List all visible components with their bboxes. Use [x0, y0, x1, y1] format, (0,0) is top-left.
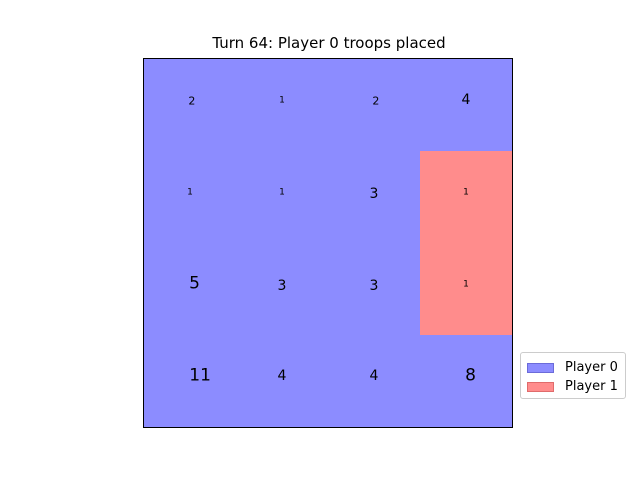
- troop-count: 4: [277, 368, 287, 385]
- legend-label-player-0: Player 0: [565, 360, 618, 375]
- territory-cell[interactable]: 3: [236, 243, 328, 335]
- legend-swatch-player-0: [527, 362, 554, 373]
- troop-count: 1: [279, 187, 285, 198]
- troop-count: 1: [187, 187, 193, 198]
- legend-swatch-player-1: [527, 381, 554, 392]
- troop-count: 5: [189, 273, 201, 294]
- territory-cell[interactable]: 4: [328, 335, 420, 427]
- territory-cell[interactable]: 11: [144, 335, 236, 427]
- troop-count: 1: [463, 279, 469, 290]
- troop-count: 1: [279, 95, 285, 106]
- territory-cell[interactable]: 1: [236, 59, 328, 151]
- legend-item-player-0: Player 0: [527, 358, 619, 377]
- troop-count: 1: [463, 187, 469, 198]
- territory-cell[interactable]: 4: [420, 59, 512, 151]
- territory-cell[interactable]: 1: [236, 151, 328, 243]
- troop-count: 11: [189, 365, 211, 386]
- troop-count: 2: [372, 94, 380, 108]
- troop-count: 4: [369, 368, 379, 385]
- troop-count: 4: [461, 92, 471, 109]
- territory-cell[interactable]: 8: [420, 335, 512, 427]
- troop-count: 3: [277, 278, 287, 295]
- territory-cell[interactable]: 1: [420, 151, 512, 243]
- territory-cell[interactable]: 3: [328, 151, 420, 243]
- legend-label-player-1: Player 1: [565, 379, 618, 394]
- territory-cell[interactable]: 2: [144, 59, 236, 151]
- chart-title: Turn 64: Player 0 troops placed: [212, 34, 446, 52]
- troop-count: 8: [465, 365, 477, 386]
- territory-cell[interactable]: 4: [236, 335, 328, 427]
- territory-cell[interactable]: 1: [144, 151, 236, 243]
- territory-cell[interactable]: 1: [420, 243, 512, 335]
- territory-cell[interactable]: 3: [328, 243, 420, 335]
- legend-item-player-1: Player 1: [527, 377, 619, 396]
- troop-count: 3: [369, 186, 379, 203]
- legend: Player 0 Player 1: [520, 352, 626, 399]
- territory-cell[interactable]: 2: [328, 59, 420, 151]
- troop-count: 2: [188, 94, 196, 108]
- territory-cell[interactable]: 5: [144, 243, 236, 335]
- troop-count: 3: [369, 278, 379, 295]
- game-board: 2 1 2 4 1 1 3 1 5 3 3 1 11 4 4 8: [143, 58, 513, 428]
